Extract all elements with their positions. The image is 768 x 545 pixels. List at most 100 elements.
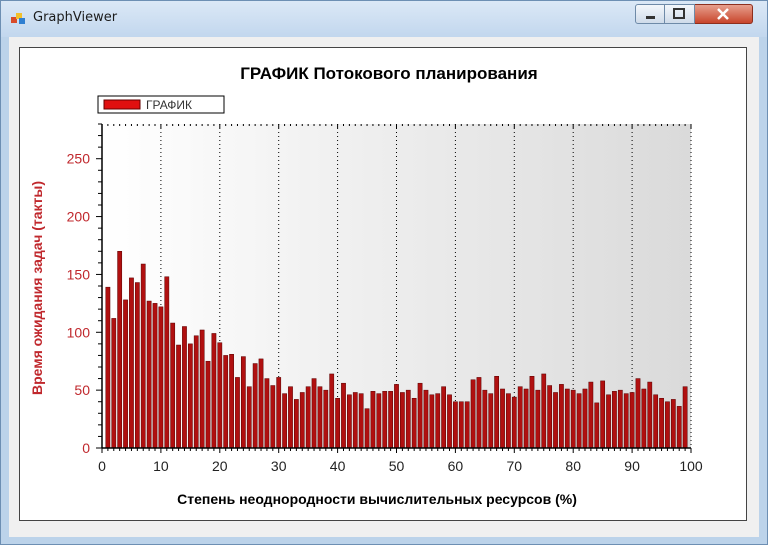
bar [641, 388, 647, 449]
bar [588, 381, 594, 449]
bar [541, 373, 547, 449]
bar [235, 377, 240, 449]
x-tick-label: 20 [212, 458, 228, 474]
x-tick-label: 70 [507, 458, 523, 474]
bar [559, 384, 564, 449]
legend: ГРАФИК [97, 95, 225, 114]
bar [606, 394, 611, 449]
bar [364, 408, 370, 449]
bar [476, 377, 482, 449]
bar [123, 299, 128, 449]
bar [305, 386, 311, 449]
bar [500, 388, 505, 449]
y-tick-label: 150 [67, 266, 91, 282]
bar [223, 355, 229, 449]
x-tick-label: 10 [153, 458, 169, 474]
bar [682, 386, 688, 449]
bar [417, 382, 423, 449]
bar [187, 343, 193, 449]
bar [435, 393, 441, 449]
bar [647, 381, 653, 449]
bar [329, 373, 335, 449]
bar [258, 358, 264, 449]
bar [612, 391, 617, 449]
bar [276, 377, 282, 449]
bar [323, 389, 329, 449]
legend-swatch [103, 99, 141, 110]
bar [288, 386, 293, 449]
bar [623, 393, 629, 449]
bar [517, 386, 523, 449]
bar [529, 376, 535, 449]
bar [635, 378, 641, 449]
bar [470, 379, 476, 449]
bar [411, 397, 417, 449]
bar [170, 322, 176, 449]
window-title: GraphViewer [33, 10, 118, 25]
bar [653, 394, 659, 449]
bar [676, 406, 682, 449]
bar [164, 276, 170, 449]
bar [464, 401, 470, 449]
bar [600, 380, 606, 449]
bar [252, 363, 258, 449]
bar [193, 335, 199, 449]
close-icon [717, 8, 729, 20]
bar [547, 385, 553, 449]
bar [140, 263, 146, 449]
bar [105, 286, 111, 449]
bar [576, 393, 582, 449]
bar [394, 384, 399, 449]
bar [458, 401, 464, 449]
minimize-button[interactable] [635, 4, 665, 24]
bar [311, 378, 317, 449]
title-bar[interactable]: GraphViewer [1, 1, 767, 37]
bar [217, 342, 223, 449]
bar [535, 389, 541, 449]
minimize-icon [646, 16, 655, 19]
bar [205, 360, 211, 449]
bar [582, 388, 588, 449]
bar [594, 402, 600, 449]
bar [405, 389, 411, 449]
bar [299, 392, 305, 449]
bar-chart: 0 10 20 30 40 50 60 70 80 90 100 0 50 100 150 200 250 ГР… [29, 64, 703, 507]
bar [152, 303, 158, 449]
x-tick-label: 60 [448, 458, 464, 474]
bar [511, 396, 517, 449]
bar [352, 392, 358, 449]
x-tick-label: 30 [271, 458, 287, 474]
bar [564, 388, 570, 449]
maximize-button[interactable] [665, 4, 695, 24]
bar [246, 386, 252, 449]
x-tick-label: 50 [389, 458, 405, 474]
bar [388, 391, 393, 449]
bar [229, 354, 234, 449]
bar [211, 333, 217, 449]
y-tick-label: 0 [82, 440, 90, 456]
bar [282, 393, 287, 449]
bar [264, 378, 270, 449]
bar [553, 392, 558, 449]
bar [117, 251, 123, 449]
bar [158, 306, 164, 449]
y-tick-label: 50 [74, 382, 90, 398]
x-tick-label: 100 [679, 458, 703, 474]
x-tick-label: 0 [98, 458, 106, 474]
legend-label: ГРАФИК [146, 98, 192, 112]
bar [665, 401, 670, 449]
close-button[interactable] [695, 4, 753, 24]
x-tick-label: 80 [565, 458, 581, 474]
bar [670, 399, 676, 449]
bar [382, 391, 388, 449]
app-icon [11, 13, 25, 24]
bar [453, 401, 458, 449]
x-tick-label: 40 [330, 458, 346, 474]
chart-title: ГРАФИК Потокового планирования [240, 64, 537, 83]
bar [488, 393, 494, 449]
bar [523, 388, 529, 449]
bar [629, 392, 635, 449]
bar [111, 318, 117, 449]
bar [482, 389, 488, 449]
